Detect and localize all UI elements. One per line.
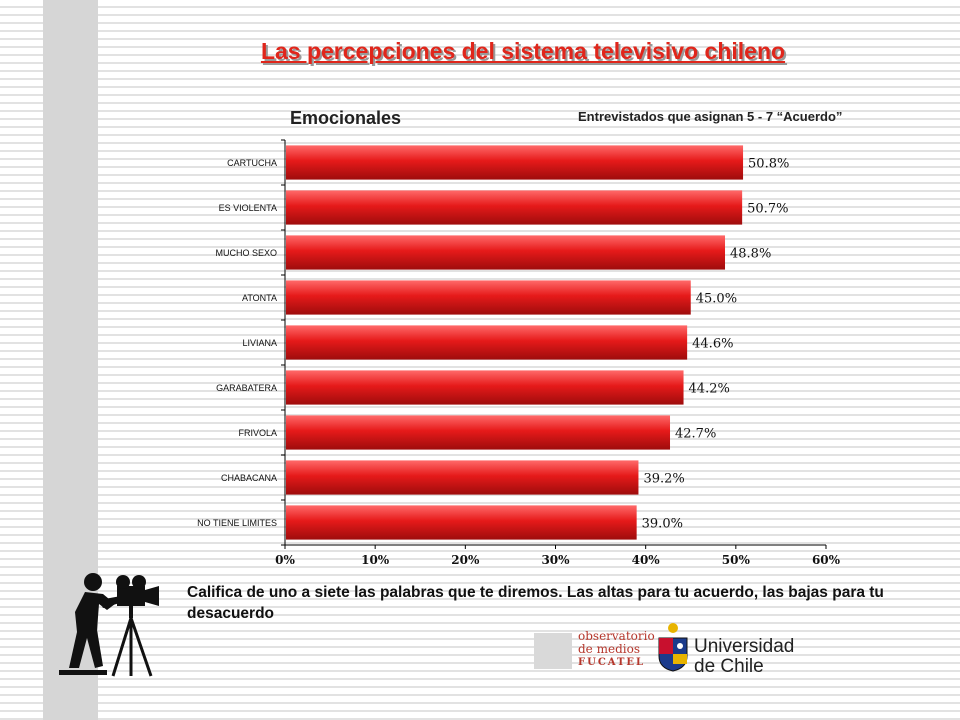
data-label: 44.2% [689,382,730,397]
x-tick-label: 60% [812,553,841,567]
data-label: 39.0% [642,517,683,532]
category-label: MUCHO SEXO [215,248,277,258]
observatorio-line-2: de medios [578,642,640,656]
bar-8 [286,505,637,540]
observatorio-brand: FUCATEL [578,657,646,668]
observatorio-logo: observatorio de medios FUCATEL [578,630,656,669]
category-label: GARABATERA [216,383,277,393]
bar-4 [286,325,688,360]
category-label: LIVIANA [242,338,277,348]
bar-6 [286,415,671,450]
bar-2 [286,235,726,270]
category-label: FRIVOLA [238,428,277,438]
bar-0 [286,145,744,180]
x-tick-label: 50% [722,553,751,567]
x-tick-label: 40% [632,553,661,567]
data-label: 45.0% [696,292,737,307]
bar-5 [286,370,684,405]
x-tick-label: 30% [541,553,570,567]
question-caption: Califica de uno a siete las palabras que… [187,584,884,622]
university-logo-text: Universidad de Chile [694,637,794,677]
chart-subtitle: Emocionales [290,108,402,128]
university-line-2: de Chile [694,656,764,677]
bar-3 [286,280,691,315]
category-label: ATONTA [242,293,277,303]
category-label: CHABACANA [221,473,277,483]
slide-title: Las percepciones del sistema televisivo … [260,38,786,64]
data-label: 44.6% [692,337,733,352]
x-tick-label: 10% [361,553,390,567]
data-label: 50.7% [747,202,788,217]
bar-7 [286,460,639,495]
cameraman-icon [59,573,159,677]
x-tick-label: 0% [275,553,295,567]
data-label: 48.8% [730,247,771,262]
university-line-1: Universidad [694,636,795,657]
category-label: ES VIOLENTA [219,203,277,213]
data-label: 42.7% [675,427,716,442]
data-label: 50.8% [748,157,789,172]
bar-1 [286,190,743,225]
x-tick-label: 20% [451,553,480,567]
university-emblem-icon [658,623,688,672]
respondents-note: Entrevistados que asignan 5 - 7 “Acuerdo… [578,109,843,124]
category-label: NO TIENE LIMITES [197,518,277,528]
category-label: CARTUCHA [227,158,277,168]
observatorio-line-1: observatorio [578,629,655,643]
logo-placeholder [534,633,572,669]
data-label: 39.2% [643,472,684,487]
